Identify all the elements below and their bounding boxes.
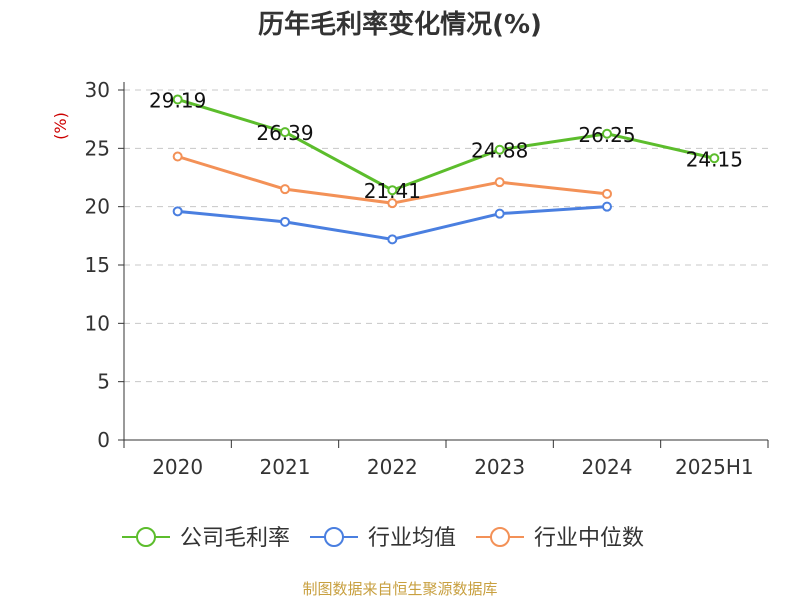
data-point bbox=[172, 94, 183, 105]
y-tick-label: 0 bbox=[97, 428, 110, 452]
y-tick-label: 10 bbox=[85, 311, 110, 335]
data-label: 24.88 bbox=[471, 139, 528, 163]
legend-label: 行业均值 bbox=[368, 526, 456, 551]
data-point bbox=[387, 198, 398, 209]
y-tick-label: 5 bbox=[97, 370, 110, 394]
data-point bbox=[172, 206, 183, 217]
x-tick-label: 2025H1 bbox=[675, 455, 754, 479]
series-line bbox=[177, 98, 715, 192]
chart-title: 历年毛利率变化情况(%) bbox=[258, 10, 542, 40]
legend-marker bbox=[324, 527, 344, 547]
x-tick-label: 2024 bbox=[582, 455, 633, 479]
legend-label: 公司毛利率 bbox=[180, 526, 290, 551]
legend-marker bbox=[490, 527, 510, 547]
y-tick-label: 15 bbox=[85, 253, 110, 277]
data-label: 21.41 bbox=[364, 179, 421, 203]
x-tick-label: 2021 bbox=[260, 455, 311, 479]
data-point bbox=[709, 153, 720, 164]
data-point bbox=[387, 234, 398, 245]
legend-item: 行业均值 bbox=[310, 526, 456, 551]
data-label: 26.25 bbox=[578, 123, 635, 147]
legend-label: 行业中位数 bbox=[534, 526, 644, 551]
legend-item: 公司毛利率 bbox=[122, 526, 290, 551]
legend-item: 行业中位数 bbox=[476, 526, 644, 551]
data-point bbox=[494, 177, 505, 188]
data-point bbox=[602, 188, 612, 199]
legend-marker bbox=[136, 527, 156, 547]
data-point bbox=[172, 151, 183, 162]
y-axis-label: (%) bbox=[51, 112, 70, 140]
data-point bbox=[602, 201, 612, 212]
data-source-note: 制图数据来自恒生聚源数据库 bbox=[302, 580, 498, 598]
x-tick-label: 2020 bbox=[152, 455, 203, 479]
data-point bbox=[602, 128, 612, 139]
y-tick-label: 30 bbox=[85, 78, 110, 102]
data-label: 29.19 bbox=[149, 88, 206, 112]
x-tick-label: 2022 bbox=[367, 455, 418, 479]
data-label: 24.15 bbox=[686, 147, 743, 171]
y-tick-label: 25 bbox=[85, 136, 110, 160]
y-tick-label: 20 bbox=[85, 195, 110, 219]
series-3 bbox=[172, 151, 612, 209]
data-point bbox=[387, 185, 398, 196]
data-point bbox=[280, 127, 290, 138]
data-point bbox=[494, 144, 505, 155]
x-tick-label: 2023 bbox=[474, 455, 525, 479]
series-2 bbox=[172, 201, 612, 245]
data-point bbox=[494, 208, 505, 219]
series-1 bbox=[172, 94, 720, 196]
data-label: 26.39 bbox=[256, 121, 313, 145]
data-point bbox=[280, 184, 290, 195]
data-point bbox=[280, 216, 290, 227]
